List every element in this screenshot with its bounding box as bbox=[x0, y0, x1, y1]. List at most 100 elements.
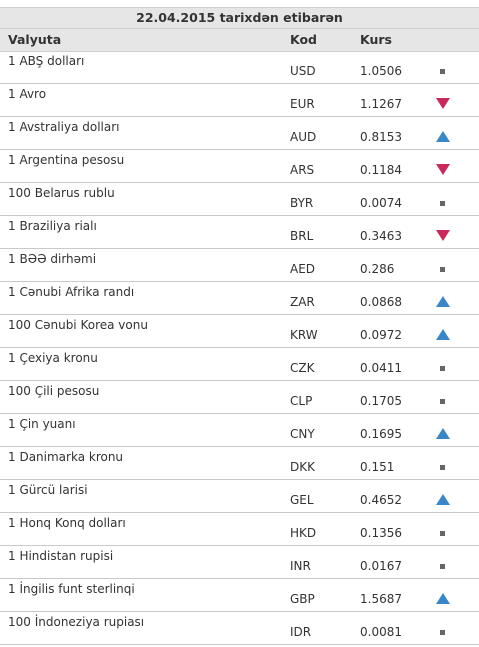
exchange-rate: 0.4652 bbox=[360, 493, 402, 507]
exchange-rate: 0.8153 bbox=[360, 130, 402, 144]
currency-name: 1 İngilis funt sterlinqi bbox=[8, 582, 135, 596]
trend-flat-icon-shape bbox=[440, 465, 445, 470]
currency-code: CNY bbox=[290, 427, 315, 441]
trend-down-icon-shape bbox=[436, 98, 450, 109]
trend-up-icon-shape bbox=[436, 296, 450, 307]
currency-name: 1 Avstraliya dolları bbox=[8, 120, 120, 134]
table-row: 100 Çili pesosu CLP 0.1705 bbox=[0, 381, 479, 414]
currency-name: 1 Çexiya kronu bbox=[8, 351, 98, 365]
currency-code: CLP bbox=[290, 394, 313, 408]
trend-flat-icon-shape bbox=[440, 267, 445, 272]
table-row: 100 İndoneziya rupiası IDR 0.0081 bbox=[0, 612, 479, 645]
currency-code: INR bbox=[290, 559, 311, 573]
trend-flat-icon-shape bbox=[440, 564, 445, 569]
currency-name: 100 Cənubi Korea vonu bbox=[8, 318, 148, 332]
currency-name: 1 Danimarka kronu bbox=[8, 450, 124, 464]
table-header: Valyuta Kod Kurs bbox=[0, 29, 479, 52]
table-row: 1 Argentina pesosu ARS 0.1184 bbox=[0, 150, 479, 183]
trend-up-icon bbox=[436, 296, 452, 310]
trend-flat-icon-shape bbox=[440, 399, 445, 404]
table-row: 1 Honq Konq dolları HKD 0.1356 bbox=[0, 513, 479, 546]
trend-flat-icon bbox=[436, 65, 452, 79]
exchange-rate: 0.1356 bbox=[360, 526, 402, 540]
table-row: 1 Avro EUR 1.1267 bbox=[0, 84, 479, 117]
table-title: 22.04.2015 tarixdən etibarən bbox=[0, 7, 479, 29]
exchange-rate: 0.0411 bbox=[360, 361, 402, 375]
table-row: 1 Danimarka kronu DKK 0.151 bbox=[0, 447, 479, 480]
table-row: 1 Çexiya kronu CZK 0.0411 bbox=[0, 348, 479, 381]
header-currency: Valyuta bbox=[8, 32, 62, 47]
currency-name: 100 Çili pesosu bbox=[8, 384, 100, 398]
currency-code: AUD bbox=[290, 130, 317, 144]
exchange-rate: 0.0074 bbox=[360, 196, 402, 210]
trend-up-icon-shape bbox=[436, 131, 450, 142]
header-code: Kod bbox=[290, 32, 318, 47]
table-row: 100 Belarus rublu BYR 0.0074 bbox=[0, 183, 479, 216]
header-rate: Kurs bbox=[360, 32, 392, 47]
trend-up-icon bbox=[436, 494, 452, 508]
table-row: 1 Çin yuanı CNY 0.1695 bbox=[0, 414, 479, 447]
trend-up-icon-shape bbox=[436, 494, 450, 505]
trend-down-icon bbox=[436, 98, 452, 112]
table-row: 1 ABŞ dolları USD 1.0506 bbox=[0, 51, 479, 84]
currency-code: GBP bbox=[290, 592, 315, 606]
trend-up-icon bbox=[436, 131, 452, 145]
currency-code: AED bbox=[290, 262, 316, 276]
trend-flat-icon-shape bbox=[440, 201, 445, 206]
trend-flat-icon-shape bbox=[440, 630, 445, 635]
currency-code: BRL bbox=[290, 229, 314, 243]
currency-code: DKK bbox=[290, 460, 315, 474]
currency-code: ZAR bbox=[290, 295, 315, 309]
trend-flat-icon bbox=[436, 197, 452, 211]
trend-flat-icon-shape bbox=[440, 366, 445, 371]
table-row: 1 Braziliya rialı BRL 0.3463 bbox=[0, 216, 479, 249]
currency-code: HKD bbox=[290, 526, 317, 540]
currency-name: 1 Cənubi Afrika randı bbox=[8, 285, 135, 299]
trend-down-icon bbox=[436, 164, 452, 178]
exchange-rate: 1.0506 bbox=[360, 64, 402, 78]
exchange-rate: 0.151 bbox=[360, 460, 395, 474]
currency-name: 1 Çin yuanı bbox=[8, 417, 76, 431]
exchange-rate: 0.0972 bbox=[360, 328, 402, 342]
currency-code: KRW bbox=[290, 328, 318, 342]
table-row: 1 Gürcü larisi GEL 0.4652 bbox=[0, 480, 479, 513]
currency-name: 1 ABŞ dolları bbox=[8, 54, 85, 68]
currency-name: 1 Avro bbox=[8, 87, 47, 101]
currency-name: 100 İndoneziya rupiası bbox=[8, 615, 145, 629]
exchange-rate: 0.1705 bbox=[360, 394, 402, 408]
trend-up-icon bbox=[436, 428, 452, 442]
trend-down-icon-shape bbox=[436, 164, 450, 175]
trend-flat-icon bbox=[436, 626, 452, 640]
trend-flat-icon-shape bbox=[440, 531, 445, 536]
trend-up-icon-shape bbox=[436, 428, 450, 439]
table-row: 100 Cənubi Korea vonu KRW 0.0972 bbox=[0, 315, 479, 348]
currency-name: 100 Belarus rublu bbox=[8, 186, 115, 200]
trend-flat-icon bbox=[436, 461, 452, 475]
exchange-rate: 0.0868 bbox=[360, 295, 402, 309]
currency-name: 1 Hindistan rupisi bbox=[8, 549, 114, 563]
currency-code: BYR bbox=[290, 196, 314, 210]
trend-flat-icon bbox=[436, 395, 452, 409]
exchange-rate: 1.5687 bbox=[360, 592, 402, 606]
exchange-rate: 0.0167 bbox=[360, 559, 402, 573]
trend-flat-icon-shape bbox=[440, 69, 445, 74]
trend-flat-icon bbox=[436, 362, 452, 376]
currency-code: EUR bbox=[290, 97, 315, 111]
table-row: 1 İngilis funt sterlinqi GBP 1.5687 bbox=[0, 579, 479, 612]
trend-up-icon-shape bbox=[436, 329, 450, 340]
currency-code: USD bbox=[290, 64, 316, 78]
trend-down-icon-shape bbox=[436, 230, 450, 241]
currency-code: CZK bbox=[290, 361, 315, 375]
trend-up-icon bbox=[436, 593, 452, 607]
currency-name: 1 Argentina pesosu bbox=[8, 153, 125, 167]
currency-code: ARS bbox=[290, 163, 315, 177]
table-body: 1 ABŞ dolları USD 1.0506 1 Avro EUR 1.1267 1 A… bbox=[0, 51, 479, 645]
table-row: 1 BƏƏ dirhəmi AED 0.286 bbox=[0, 249, 479, 282]
table-row: 1 Hindistan rupisi INR 0.0167 bbox=[0, 546, 479, 579]
exchange-rate: 1.1267 bbox=[360, 97, 402, 111]
currency-name: 1 Braziliya rialı bbox=[8, 219, 97, 233]
exchange-rate: 0.1184 bbox=[360, 163, 402, 177]
trend-up-icon-shape bbox=[436, 593, 450, 604]
currency-name: 1 Gürcü larisi bbox=[8, 483, 88, 497]
